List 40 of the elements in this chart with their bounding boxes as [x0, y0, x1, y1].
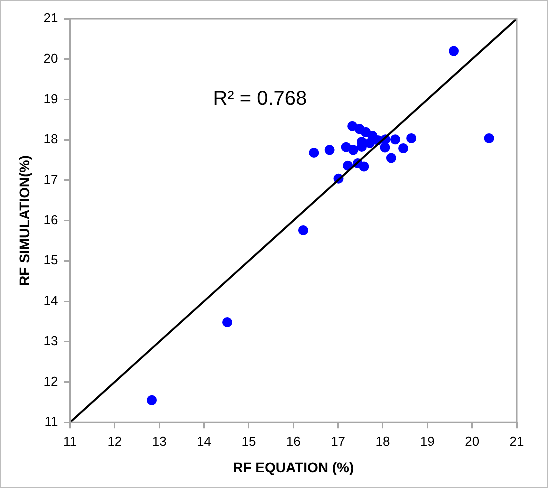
y-tick-label: 12: [44, 374, 58, 389]
x-tick-label: 16: [286, 434, 301, 449]
x-tick-label: 13: [152, 434, 167, 449]
annotation: R² = 0.768: [213, 88, 308, 110]
point: [398, 144, 409, 154]
y-axis-title: RF SIMULATION(%): [16, 156, 32, 286]
point: [406, 133, 417, 144]
x-tick-label: 21: [510, 434, 524, 449]
y-tick-label: 14: [44, 293, 58, 308]
point: [386, 153, 396, 164]
point: [309, 148, 320, 158]
y-tick-label: 15: [44, 252, 58, 268]
point: [298, 225, 308, 236]
y-tick-label: 17: [44, 172, 58, 188]
y-tick-label: 13: [44, 333, 58, 348]
x-tick-label: 20: [465, 434, 480, 449]
point: [484, 133, 494, 144]
point: [359, 162, 370, 172]
x-tick-label: 12: [108, 434, 122, 449]
x-tick-label: 11: [64, 434, 78, 449]
x-tick-label: 17: [331, 434, 346, 449]
point: [380, 142, 390, 153]
x-tick-label: 19: [420, 434, 435, 449]
y-tick-label: 21: [44, 10, 58, 26]
point: [365, 138, 376, 148]
y-tick-label: 11: [44, 414, 58, 430]
x-tick-label: 18: [376, 434, 390, 449]
x-tick-label: 14: [197, 434, 212, 449]
point: [390, 134, 400, 145]
point: [324, 145, 335, 156]
point: [348, 145, 358, 156]
point: [147, 395, 158, 406]
y-tick-label: 18: [44, 132, 58, 147]
x-tick-label: 15: [242, 434, 256, 449]
y-tick-label: 16: [44, 212, 58, 228]
point: [449, 46, 460, 56]
y-tick-label: 19: [44, 91, 58, 106]
y-tick-label: 20: [44, 50, 58, 66]
x-axis-title: RF EQUATION (%): [233, 459, 354, 476]
point: [222, 318, 233, 328]
